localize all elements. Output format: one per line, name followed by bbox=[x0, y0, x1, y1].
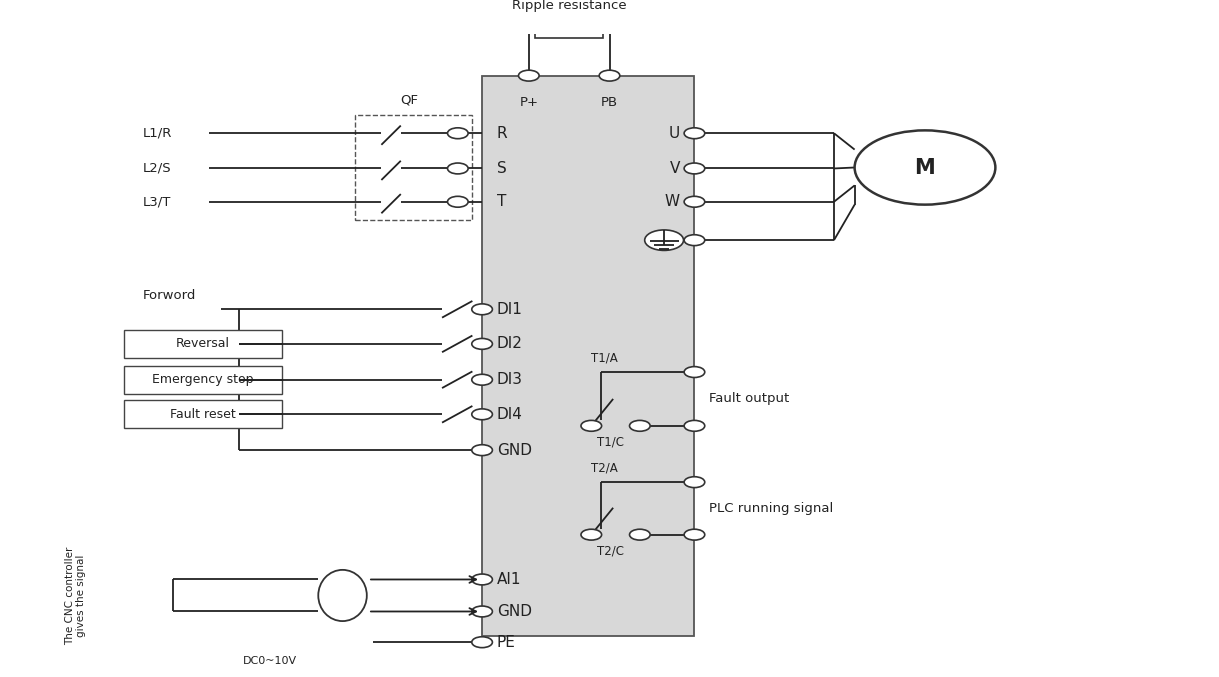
Circle shape bbox=[447, 128, 468, 139]
Circle shape bbox=[518, 70, 539, 81]
Circle shape bbox=[684, 196, 705, 207]
Text: T: T bbox=[496, 194, 506, 209]
Text: L1/R: L1/R bbox=[143, 127, 172, 139]
Text: U: U bbox=[669, 126, 680, 141]
Circle shape bbox=[472, 637, 492, 648]
Text: L3/T: L3/T bbox=[143, 195, 171, 209]
Text: P+: P+ bbox=[519, 96, 539, 109]
Circle shape bbox=[684, 128, 705, 139]
Text: Ripple resistance: Ripple resistance bbox=[512, 0, 627, 12]
Circle shape bbox=[684, 235, 705, 246]
Text: GND: GND bbox=[496, 443, 531, 458]
Text: DI1: DI1 bbox=[496, 302, 523, 317]
Text: DC0~10V: DC0~10V bbox=[243, 656, 296, 666]
Circle shape bbox=[600, 70, 619, 81]
Text: R: R bbox=[496, 126, 507, 141]
Text: V: V bbox=[669, 161, 680, 176]
Circle shape bbox=[472, 338, 492, 349]
Text: M: M bbox=[914, 158, 935, 177]
Text: Emergency stop: Emergency stop bbox=[152, 373, 254, 387]
Circle shape bbox=[684, 367, 705, 378]
Circle shape bbox=[684, 529, 705, 540]
Circle shape bbox=[447, 196, 468, 207]
Text: Forword: Forword bbox=[143, 288, 196, 302]
Circle shape bbox=[645, 230, 684, 250]
Text: Fault output: Fault output bbox=[709, 393, 789, 406]
FancyBboxPatch shape bbox=[124, 330, 282, 358]
Text: T2/C: T2/C bbox=[597, 544, 624, 557]
Text: Fault reset: Fault reset bbox=[171, 408, 235, 421]
Circle shape bbox=[581, 529, 602, 540]
Ellipse shape bbox=[318, 570, 367, 621]
Text: L2/S: L2/S bbox=[143, 162, 171, 175]
FancyBboxPatch shape bbox=[482, 76, 695, 636]
Text: T2/A: T2/A bbox=[591, 462, 618, 475]
Circle shape bbox=[472, 374, 492, 385]
FancyBboxPatch shape bbox=[124, 400, 282, 429]
Circle shape bbox=[472, 304, 492, 315]
Text: W: W bbox=[664, 194, 680, 209]
Text: PE: PE bbox=[496, 635, 516, 650]
Circle shape bbox=[684, 420, 705, 431]
Text: DI4: DI4 bbox=[496, 407, 523, 422]
Circle shape bbox=[472, 409, 492, 420]
FancyBboxPatch shape bbox=[535, 18, 603, 38]
Text: DI2: DI2 bbox=[496, 336, 523, 351]
Text: PB: PB bbox=[601, 96, 618, 109]
Text: Reversal: Reversal bbox=[176, 337, 230, 351]
Circle shape bbox=[581, 420, 602, 431]
Circle shape bbox=[684, 163, 705, 174]
Circle shape bbox=[472, 574, 492, 585]
Circle shape bbox=[629, 420, 650, 431]
Circle shape bbox=[472, 606, 492, 617]
Text: QF: QF bbox=[400, 93, 418, 106]
Circle shape bbox=[855, 131, 996, 204]
FancyBboxPatch shape bbox=[124, 366, 282, 394]
Circle shape bbox=[629, 529, 650, 540]
Text: DI3: DI3 bbox=[496, 372, 523, 387]
Text: S: S bbox=[496, 161, 506, 176]
Text: T1/C: T1/C bbox=[597, 435, 624, 448]
Text: T1/A: T1/A bbox=[591, 351, 618, 364]
Text: PLC running signal: PLC running signal bbox=[709, 502, 834, 515]
Text: AI1: AI1 bbox=[496, 572, 522, 587]
Circle shape bbox=[684, 477, 705, 487]
Text: The CNC controller
gives the signal: The CNC controller gives the signal bbox=[65, 546, 87, 645]
Circle shape bbox=[447, 163, 468, 174]
Text: GND: GND bbox=[496, 604, 531, 619]
Circle shape bbox=[472, 445, 492, 456]
